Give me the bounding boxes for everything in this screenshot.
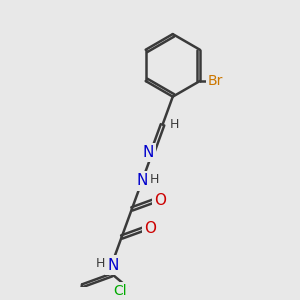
Text: O: O: [154, 193, 166, 208]
Text: H: H: [149, 173, 159, 186]
Text: Br: Br: [208, 74, 223, 88]
Text: O: O: [144, 221, 156, 236]
Text: H: H: [96, 257, 105, 270]
Text: N: N: [107, 258, 118, 273]
Text: H: H: [170, 118, 179, 131]
Text: N: N: [136, 173, 148, 188]
Text: Cl: Cl: [113, 284, 127, 298]
Text: N: N: [142, 145, 154, 160]
